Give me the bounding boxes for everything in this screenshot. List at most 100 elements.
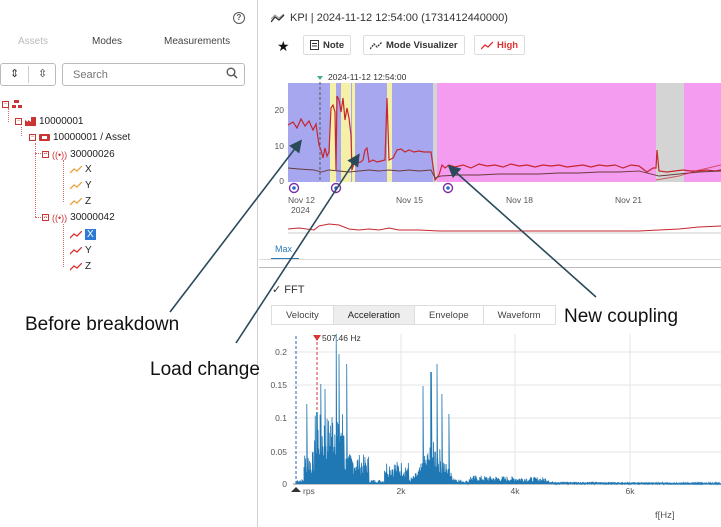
x-tick-label: Nov 18	[506, 195, 533, 205]
trend-icon	[70, 230, 82, 238]
trend-icon	[70, 197, 82, 205]
x-tick-label: Nov 21	[615, 195, 642, 205]
y-tick-label: 0.05	[270, 447, 287, 457]
tree-item-label: X	[85, 229, 96, 240]
note-button[interactable]: Note	[303, 35, 352, 55]
asset-icon	[39, 134, 50, 141]
mode-visualizer-label: Mode Visualizer	[386, 39, 458, 51]
collapse-toggle-icon[interactable]: −	[15, 118, 22, 125]
tree-item-asset[interactable]: − 10000001 / Asset	[29, 130, 130, 145]
divider	[259, 259, 721, 260]
mode-band-yellow	[341, 83, 351, 182]
tree-item-axis[interactable]: Z	[70, 194, 91, 209]
collapse-icon[interactable]: ⇕	[10, 68, 20, 80]
tree-item-root[interactable]: − 10000001	[15, 114, 84, 129]
x-axis-label: f[Hz]	[655, 510, 675, 521]
trend-icon	[370, 41, 382, 49]
kpi-title: KPI | 2024-11-12 12:54:00 (1731412440000…	[290, 12, 508, 24]
mode-band-yellow	[387, 83, 392, 182]
rps-marker-icon	[291, 487, 301, 492]
collapse-toggle-icon[interactable]: −	[42, 214, 49, 221]
tree-item-axis[interactable]: Z	[70, 259, 91, 274]
sort-controls: ⇕ ⇳	[0, 63, 56, 86]
collapse-toggle-icon[interactable]: −	[42, 151, 49, 158]
tree-item-axis[interactable]: X	[70, 162, 92, 177]
annotation-before-breakdown: Before breakdown	[25, 314, 180, 335]
kpi-panel: KPI | 2024-11-12 12:54:00 (1731412440000…	[259, 0, 721, 268]
tree-item-sensor-30000042[interactable]: − ((•)) 30000042	[42, 210, 115, 225]
tree-item-axis[interactable]: Y	[70, 243, 92, 258]
trend-icon	[70, 262, 82, 270]
asset-panel: ? Assets Modes Measurements ⇕ ⇳ − −	[0, 0, 258, 527]
note-icon	[310, 40, 319, 50]
tab-modes[interactable]: Modes	[92, 36, 123, 47]
tree-item-label: Y	[85, 180, 92, 191]
collapse-toggle-icon[interactable]: −	[29, 134, 36, 141]
trend-icon	[271, 13, 285, 22]
tree-item-label: Z	[85, 261, 92, 272]
navigator-series[interactable]	[287, 223, 721, 232]
tab-max[interactable]: Max	[275, 244, 293, 254]
tree-item-sensor-30000026[interactable]: − ((•)) 30000026	[42, 147, 115, 162]
kpi-series-trend	[655, 164, 721, 181]
kpi-chart[interactable]: 20 10 0 2024-11-12 12:54:00 Nov 12 2024 …	[259, 0, 721, 245]
annotation-new-coupling: New coupling	[564, 306, 679, 327]
star-icon[interactable]: ★	[277, 38, 290, 54]
kpi-series-max	[287, 95, 721, 182]
cursor-marker-icon	[317, 76, 323, 80]
event-marker-icon[interactable]	[442, 182, 454, 194]
trend-up-icon	[481, 41, 493, 49]
trend-icon	[70, 246, 82, 254]
tab-measurements[interactable]: Measurements	[164, 36, 231, 47]
tree-item-axis[interactable]: Y	[70, 178, 92, 193]
tab-waveform[interactable]: Waveform	[483, 305, 556, 325]
x-tick-label: 2k	[397, 486, 407, 496]
tree-item-label: X	[85, 164, 92, 175]
kpi-header: KPI | 2024-11-12 12:54:00 (1731412440000…	[271, 12, 508, 24]
tab-assets[interactable]: Assets	[18, 36, 49, 47]
tree-item-label: 30000042	[70, 212, 115, 223]
tree-item-label: Z	[85, 196, 92, 207]
event-marker-icon[interactable]	[330, 182, 342, 194]
trend-icon	[70, 165, 82, 173]
y-tick-label: 0	[279, 176, 284, 186]
sensor-icon: ((•))	[52, 212, 68, 223]
tree-item-label: 10000001 / Asset	[53, 132, 131, 143]
y-tick-label: 0.15	[270, 380, 287, 390]
event-marker-icon[interactable]	[288, 182, 300, 194]
tab-envelope[interactable]: Envelope	[415, 305, 484, 325]
x-tick-label: Nov 15	[396, 195, 423, 205]
collapse-toggle-icon[interactable]: −	[2, 101, 9, 108]
high-label: High	[497, 39, 519, 51]
expand-icon[interactable]: ⇳	[38, 68, 48, 80]
trend-icon	[70, 181, 82, 189]
help-icon[interactable]: ?	[233, 12, 245, 24]
y-tick-label: 20	[275, 105, 285, 115]
tree-item-label: Y	[85, 245, 92, 256]
tree-item-label: 30000026	[70, 149, 115, 160]
tree-item-label: 10000001	[39, 116, 84, 127]
mode-visualizer-button[interactable]: Mode Visualizer	[363, 35, 465, 55]
tree-item-axis-selected[interactable]: X	[70, 227, 96, 242]
search-icon[interactable]	[226, 67, 238, 79]
cursor-marker-icon	[313, 335, 321, 341]
mode-band-yellow	[352, 83, 355, 182]
y-tick-label: 10	[275, 141, 285, 151]
mode-band-pink	[684, 83, 721, 182]
x-tick-label: Nov 12	[288, 195, 315, 205]
grid	[293, 334, 721, 484]
annotation-load-change: Load change	[150, 359, 260, 380]
mode-band-gray	[656, 83, 684, 182]
search-input[interactable]	[62, 63, 245, 86]
tree-root-row[interactable]: −	[2, 97, 22, 112]
factory-icon	[25, 117, 36, 126]
high-button[interactable]: High	[474, 35, 526, 55]
sensor-icon: ((•))	[52, 149, 68, 160]
frequency-marker-label: 507.46 Hz	[322, 333, 361, 343]
y-tick-label: 0	[282, 479, 287, 489]
note-label: Note	[323, 39, 345, 51]
x-year-label: 2024	[291, 205, 310, 215]
cursor-label: 2024-11-12 12:54:00	[328, 72, 407, 82]
fft-spectrum	[296, 333, 721, 486]
x-tick-label: 6k	[626, 486, 636, 496]
